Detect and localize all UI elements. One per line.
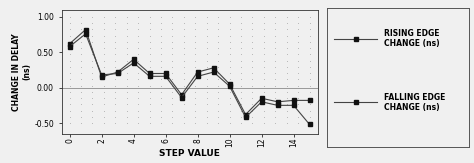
Text: RISING EDGE
CHANGE (ns): RISING EDGE CHANGE (ns) xyxy=(384,29,439,48)
Text: FALLING EDGE
CHANGE (ns): FALLING EDGE CHANGE (ns) xyxy=(384,93,445,112)
FALLING EDGE
CHANGE (ns) xyxy=(307,124,312,126)
FALLING EDGE
CHANGE (ns) xyxy=(291,104,296,106)
FALLING EDGE
CHANGE (ns) xyxy=(275,104,281,106)
RISING EDGE
CHANGE (ns) xyxy=(227,83,232,85)
Line: RISING EDGE
CHANGE (ns): RISING EDGE CHANGE (ns) xyxy=(67,28,312,117)
Y-axis label: CHANGE IN DELAY
(ns): CHANGE IN DELAY (ns) xyxy=(12,33,31,111)
FALLING EDGE
CHANGE (ns) xyxy=(115,73,120,74)
RISING EDGE
CHANGE (ns) xyxy=(83,29,89,31)
FALLING EDGE
CHANGE (ns) xyxy=(147,75,153,77)
FALLING EDGE
CHANGE (ns) xyxy=(179,97,184,99)
RISING EDGE
CHANGE (ns) xyxy=(195,71,201,73)
RISING EDGE
CHANGE (ns) xyxy=(211,67,217,69)
FALLING EDGE
CHANGE (ns) xyxy=(67,46,73,48)
Line: FALLING EDGE
CHANGE (ns): FALLING EDGE CHANGE (ns) xyxy=(67,32,312,126)
FALLING EDGE
CHANGE (ns) xyxy=(227,85,232,87)
RISING EDGE
CHANGE (ns) xyxy=(163,73,168,74)
RISING EDGE
CHANGE (ns) xyxy=(275,101,281,103)
RISING EDGE
CHANGE (ns) xyxy=(99,76,104,78)
FALLING EDGE
CHANGE (ns) xyxy=(243,116,248,118)
RISING EDGE
CHANGE (ns) xyxy=(259,97,264,99)
RISING EDGE
CHANGE (ns) xyxy=(291,99,296,101)
FALLING EDGE
CHANGE (ns) xyxy=(131,62,137,64)
FALLING EDGE
CHANGE (ns) xyxy=(195,75,201,77)
FALLING EDGE
CHANGE (ns) xyxy=(259,101,264,103)
RISING EDGE
CHANGE (ns) xyxy=(147,73,153,74)
RISING EDGE
CHANGE (ns) xyxy=(131,58,137,60)
FALLING EDGE
CHANGE (ns) xyxy=(163,75,168,77)
X-axis label: STEP VALUE: STEP VALUE xyxy=(159,149,220,158)
RISING EDGE
CHANGE (ns) xyxy=(115,71,120,73)
RISING EDGE
CHANGE (ns) xyxy=(243,114,248,116)
RISING EDGE
CHANGE (ns) xyxy=(67,43,73,45)
RISING EDGE
CHANGE (ns) xyxy=(179,94,184,96)
RISING EDGE
CHANGE (ns) xyxy=(307,99,312,101)
FALLING EDGE
CHANGE (ns) xyxy=(83,33,89,35)
FALLING EDGE
CHANGE (ns) xyxy=(211,71,217,73)
FALLING EDGE
CHANGE (ns) xyxy=(99,74,104,76)
